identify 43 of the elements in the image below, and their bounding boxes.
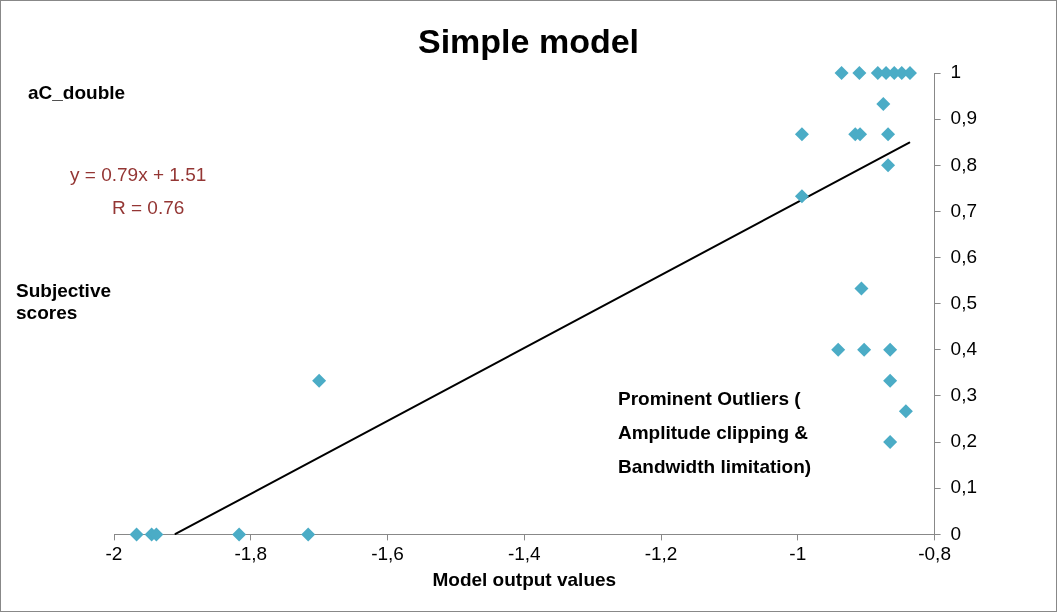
y-tick-label: 0,3 [950,384,978,406]
point [881,158,896,173]
y-tick-label: 0,4 [950,338,978,360]
x-tick-label: -0,8 [918,543,951,565]
point [794,127,809,142]
point [883,435,898,450]
y-tick-label: 1 [950,61,962,83]
point [881,127,896,142]
annotation: aC_double [28,82,126,104]
point [857,342,872,357]
y-tick-label: 0,9 [950,107,978,129]
chart-title: Simple model [416,22,641,61]
x-tick-label: -1,8 [234,543,268,565]
x-tick-label: -2 [105,543,123,565]
point [831,342,846,357]
point [876,96,891,111]
point [129,527,144,542]
point [852,66,867,80]
point [883,373,898,388]
y-tick-label: 0,6 [950,245,978,267]
point [854,281,869,296]
point [794,189,809,204]
annotation: y = 0.79x + 1.51 [70,164,207,186]
annotation: Prominent Outliers ( Amplitude clipping & Bandwidth limitation) [618,387,813,479]
y-axis-title: Subjective scores [16,280,113,324]
y-tick-label: 0,1 [950,476,978,498]
point [834,66,849,80]
x-tick-label: -1 [789,543,807,565]
x-tick-label: -1,2 [644,543,678,565]
y-tick-label: 0,2 [950,430,978,452]
y-tick-label: 0,8 [950,153,978,175]
x-tick-label: -1,4 [507,543,542,565]
point [312,373,327,388]
point [883,342,898,357]
x-axis-title: Model output values [432,568,617,590]
y-tick-label: 0,5 [950,291,978,313]
point [232,527,247,542]
point [898,404,913,419]
y-tick-label: 0 [950,522,962,544]
x-tick-label: -1,6 [371,543,404,565]
point [301,527,316,542]
y-tick-label: 0,7 [950,199,978,221]
annotation: R = 0.76 [112,197,185,219]
